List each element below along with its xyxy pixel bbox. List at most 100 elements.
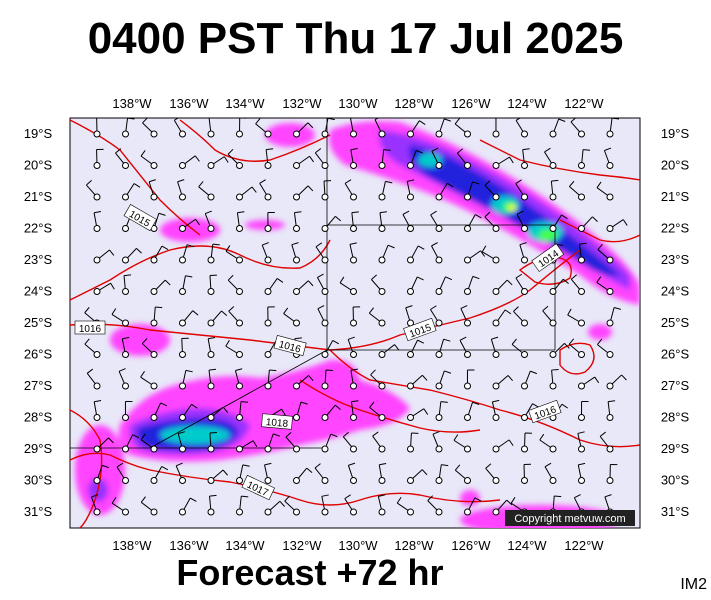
wind-barb (464, 497, 482, 516)
lat-label: 20°S (661, 158, 690, 173)
wind-barb (350, 118, 357, 138)
lon-label: 134°W (225, 538, 265, 553)
wind-barb (515, 273, 528, 295)
wind-barb (435, 338, 451, 358)
wind-barb (435, 182, 454, 201)
wind-barb (491, 399, 500, 421)
wind-barb (179, 155, 200, 169)
wind-barb (339, 276, 357, 295)
wind-barb (179, 403, 198, 421)
wind-barb (93, 282, 115, 295)
wind-barb (347, 462, 357, 484)
wind-barb (606, 400, 616, 421)
wind-barb (568, 338, 585, 358)
lon-label: 132°W (282, 96, 322, 111)
wind-barb (264, 369, 277, 390)
chart-title: 0400 PST Thu 17 Jul 2025 (87, 14, 624, 63)
wind-barb (569, 180, 585, 201)
wind-barb (150, 279, 171, 295)
wind-barb (283, 307, 300, 327)
wind-barb (578, 149, 591, 169)
wind-barb (122, 434, 140, 453)
wind-barb (321, 369, 333, 390)
wind-barb (207, 406, 229, 421)
lat-labels: 19°S 19°S 20°S 20°S 21°S 21°S 22°S 22°S 23°S 23°S… (24, 126, 690, 519)
wind-barb (578, 242, 587, 264)
grid-lines (70, 118, 556, 449)
wind-barb (141, 338, 158, 358)
wind-barb (225, 245, 243, 264)
wind-barb (349, 242, 357, 264)
lon-label: 122°W (564, 96, 604, 111)
wind-barb (481, 245, 500, 264)
wind-barb (264, 306, 275, 327)
wind-barb (430, 210, 443, 232)
wind-barb (122, 118, 135, 138)
lon-label: 134°W (225, 96, 265, 111)
wind-barb (179, 337, 189, 358)
lat-label: 23°S (24, 252, 53, 267)
wind-barb (485, 463, 500, 484)
lat-label: 31°S (661, 504, 690, 519)
wind-barb (521, 463, 532, 484)
wind-barb (236, 440, 258, 453)
wind-barb (578, 216, 598, 232)
wind-barb (492, 375, 514, 390)
wind-barb (122, 183, 141, 201)
wind-barb (606, 118, 620, 138)
wind-barb (285, 432, 300, 453)
forecast-label: Forecast +72 hr (176, 552, 444, 593)
wind-barb (549, 179, 559, 201)
wind-barb (236, 186, 257, 201)
wind-barb (321, 340, 340, 358)
wind-barb (116, 462, 129, 484)
wind-barb (511, 338, 528, 358)
wind-barb (344, 494, 357, 516)
wind-barb (93, 210, 102, 232)
wind-barb (596, 276, 614, 295)
lat-label: 22°S (24, 221, 53, 236)
wind-barb (460, 305, 471, 327)
wind-barb (111, 497, 129, 516)
wind-barb (544, 147, 557, 169)
wind-barb (122, 247, 142, 264)
wind-barb (148, 179, 158, 201)
wind-barb (179, 244, 194, 264)
wind-barb (236, 464, 250, 484)
wind-barb (259, 179, 272, 201)
wind-barb (293, 401, 308, 421)
wind-barb (577, 431, 585, 453)
isobar-label: 1016 (79, 324, 102, 335)
wind-barb (264, 433, 281, 453)
wind-barb (321, 215, 342, 232)
wind-barb (378, 344, 400, 358)
lat-label: 19°S (24, 126, 53, 141)
wind-barb (378, 244, 395, 264)
wind-barb (371, 274, 386, 295)
wind-barb (549, 214, 568, 232)
wind-barb (228, 306, 243, 327)
wind-barb (492, 439, 514, 453)
wind-barb (432, 431, 443, 453)
lat-label: 27°S (24, 378, 53, 393)
wind-barb (175, 462, 186, 484)
lat-label: 30°S (24, 473, 53, 488)
copyright-text: Copyright metvuw.com (514, 513, 625, 525)
wind-barb (234, 368, 243, 390)
lat-label: 29°S (661, 441, 690, 456)
wind-barb (207, 310, 228, 327)
lon-label: 128°W (394, 96, 434, 111)
lon-label: 126°W (451, 96, 491, 111)
wind-barb (284, 495, 300, 516)
lat-label: 29°S (24, 441, 53, 456)
wind-barb (93, 249, 115, 264)
lat-label: 30°S (661, 473, 690, 488)
lat-label: 25°S (24, 315, 53, 330)
wind-barb (236, 118, 247, 138)
wind-barb (314, 463, 329, 484)
wind-barb (261, 242, 272, 264)
wind-barb (321, 180, 332, 201)
wind-barb (378, 211, 387, 232)
wind-barb (435, 276, 453, 295)
wind-barb (374, 118, 386, 138)
